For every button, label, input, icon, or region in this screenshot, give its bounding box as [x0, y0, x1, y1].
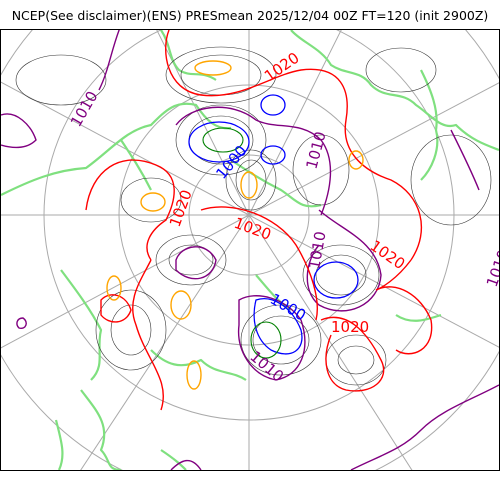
isobar-1010	[1, 30, 499, 470]
label-1000-south: 1000	[267, 290, 309, 325]
label-1020-n: 1020	[261, 49, 303, 86]
isobar-1020	[85, 30, 433, 411]
high-centres	[106, 60, 364, 390]
coastlines	[1, 30, 499, 470]
label-1010-ne: 1010	[302, 129, 329, 171]
deep-low-contours	[202, 127, 282, 359]
label-1020-east: 1020	[367, 237, 409, 274]
label-1010-nw: 1010	[67, 88, 102, 130]
label-1020-south: 1020	[331, 318, 369, 336]
polar-pressure-map: 1010 1020 1000 1010 1020 1020 1010 1020 …	[1, 30, 499, 470]
graticule	[1, 30, 499, 470]
label-1010-east-edge: 1010	[483, 247, 499, 289]
isobar-1000	[188, 94, 359, 355]
label-1020-w: 1020	[166, 187, 196, 229]
map-title: NCEP(See disclaimer)(ENS) PRESmean 2025/…	[11, 8, 489, 23]
map-panel[interactable]: 1010 1020 1000 1010 1020 1020 1010 1020 …	[0, 29, 500, 471]
label-1020-center: 1020	[232, 214, 274, 244]
